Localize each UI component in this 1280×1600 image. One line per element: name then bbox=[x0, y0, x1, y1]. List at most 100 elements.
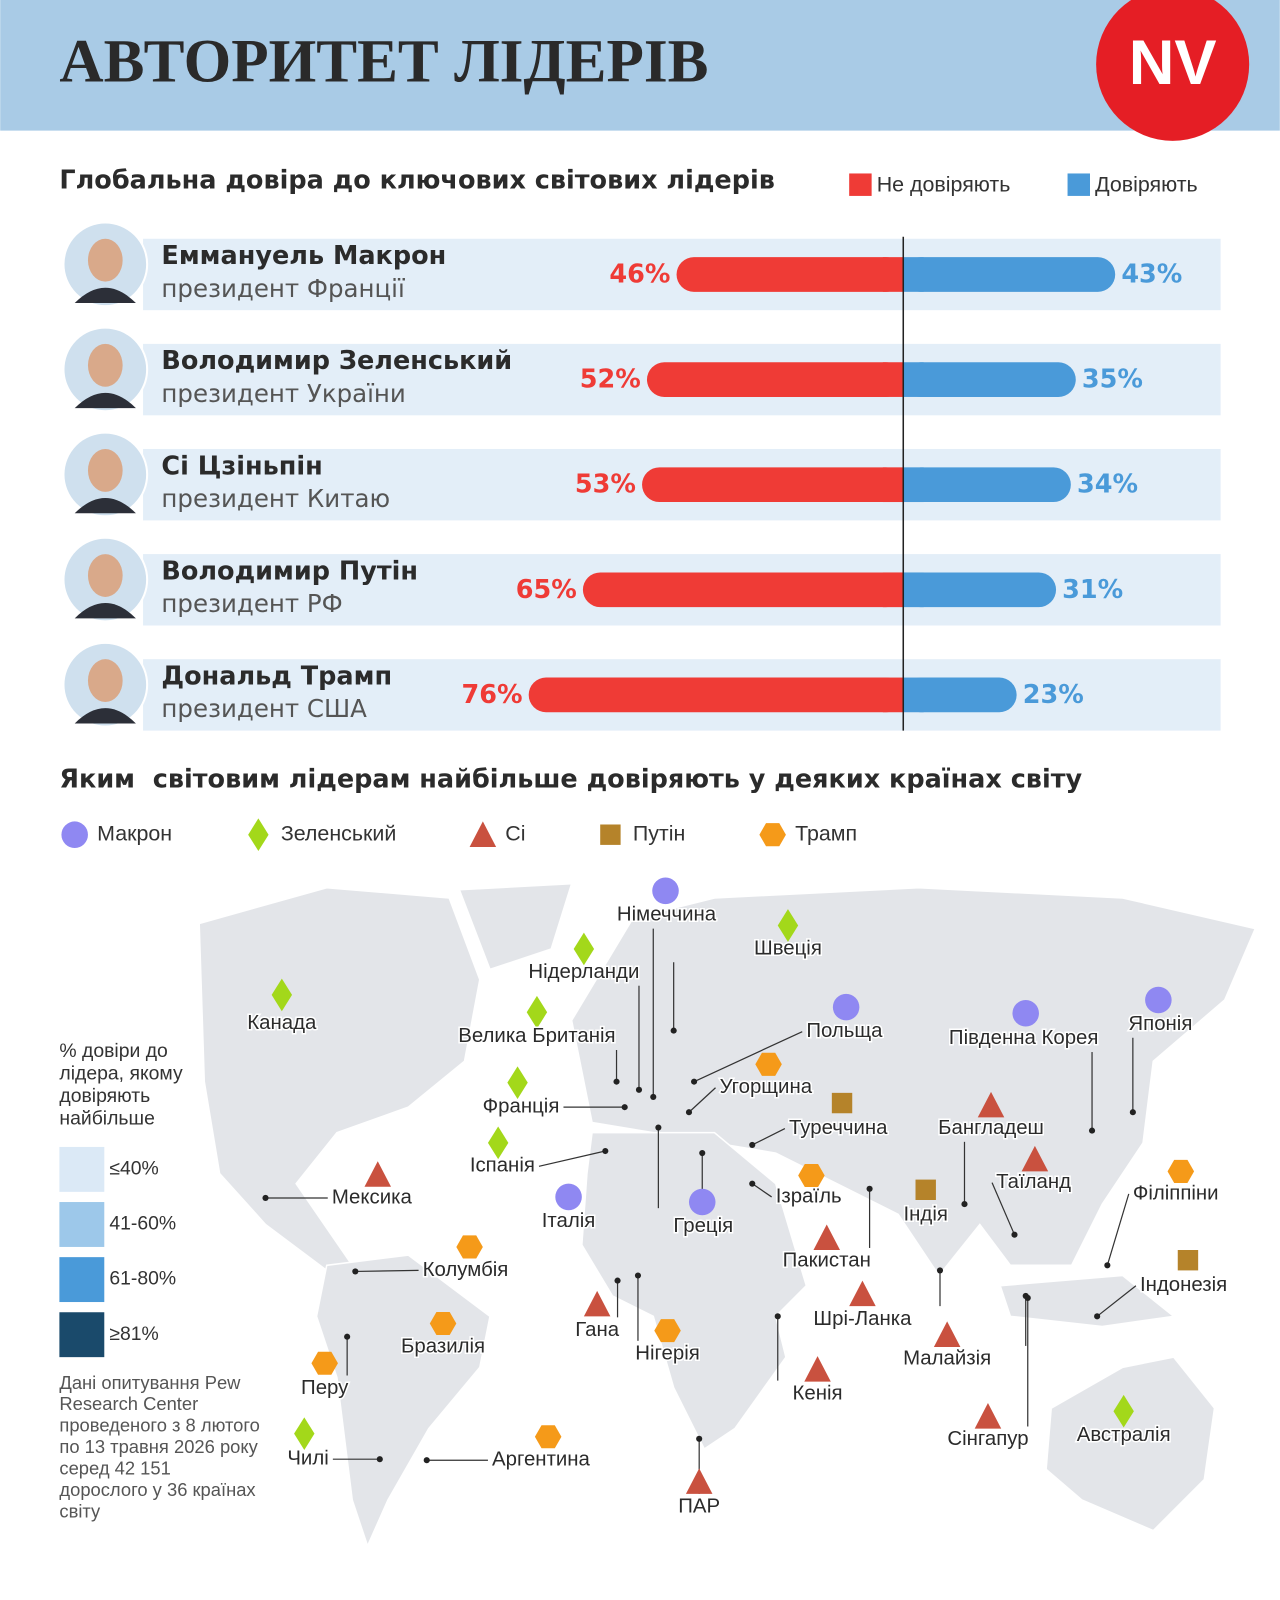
legend-marker bbox=[469, 821, 497, 847]
country-marker bbox=[271, 978, 293, 1012]
bar bbox=[642, 467, 904, 503]
leader-line bbox=[1096, 1285, 1137, 1317]
land-north-america bbox=[198, 886, 481, 1272]
value-label: 34% bbox=[1077, 470, 1138, 500]
country-dot bbox=[936, 1267, 944, 1274]
country-marker bbox=[429, 1311, 457, 1335]
country-marker bbox=[555, 1183, 582, 1211]
country-label: Шрі-Ланка bbox=[813, 1308, 912, 1330]
leader-name: Володимир Зеленський bbox=[161, 346, 512, 376]
logo-circle bbox=[1096, 0, 1250, 141]
leader-line bbox=[355, 1269, 419, 1273]
value-label: 23% bbox=[1023, 680, 1084, 710]
country-marker bbox=[915, 1179, 936, 1200]
bar bbox=[903, 257, 1116, 292]
logo-text: NV bbox=[1129, 28, 1217, 98]
country-marker bbox=[526, 995, 548, 1029]
legend-label: Путін bbox=[633, 821, 685, 845]
country-label: Нідерланди bbox=[528, 961, 639, 983]
country-marker bbox=[688, 1188, 716, 1216]
country-label: Бразилія bbox=[401, 1335, 485, 1357]
leader-role: президент США bbox=[161, 694, 367, 723]
scale-swatch bbox=[59, 1146, 105, 1192]
avatar-face bbox=[87, 554, 123, 597]
scale-swatch bbox=[59, 1202, 105, 1247]
country-label: Перу bbox=[301, 1377, 349, 1399]
legend-label: Довіряють bbox=[1095, 172, 1198, 196]
country-dot bbox=[344, 1333, 351, 1340]
country-label: Філіппіни bbox=[1133, 1182, 1219, 1204]
country-marker bbox=[294, 1417, 315, 1450]
country-marker bbox=[1167, 1159, 1195, 1183]
leader-role: президент РФ bbox=[161, 589, 342, 618]
leader-name: Дональд Трамп bbox=[161, 662, 392, 692]
country-dot bbox=[634, 1272, 642, 1279]
country-label: Австралія bbox=[1077, 1424, 1171, 1446]
map-title: Яким світовим лідерам найбільше довіряют… bbox=[59, 765, 1082, 795]
value-label: 46% bbox=[609, 260, 670, 290]
avatar-face bbox=[87, 448, 123, 492]
avatar-body bbox=[74, 708, 136, 724]
legend-label: Сі bbox=[505, 821, 525, 845]
country-marker bbox=[813, 1224, 840, 1250]
country-marker bbox=[974, 1403, 1002, 1429]
land-southeast-asia bbox=[999, 1274, 1176, 1328]
avatar-body bbox=[74, 287, 136, 304]
country-label: Індонезія bbox=[1140, 1274, 1227, 1296]
country-dot bbox=[774, 1313, 781, 1320]
land-eurasia bbox=[570, 886, 1257, 1277]
scale-swatch bbox=[59, 1312, 105, 1358]
legend-label: Макрон bbox=[97, 821, 172, 845]
country-label: Угорщина bbox=[720, 1076, 813, 1098]
country-marker bbox=[804, 1356, 831, 1382]
country-dot bbox=[1088, 1127, 1096, 1134]
country-dot bbox=[1104, 1262, 1111, 1269]
country-label: Чилі bbox=[287, 1448, 328, 1470]
country-marker bbox=[933, 1321, 961, 1347]
country-dot bbox=[685, 1109, 693, 1116]
value-label: 76% bbox=[462, 680, 523, 710]
country-dot bbox=[749, 1180, 756, 1187]
country-dot bbox=[650, 1093, 657, 1100]
country-label: Кенія bbox=[793, 1382, 843, 1404]
land-australia bbox=[1045, 1356, 1216, 1532]
leader-name: Сі Цзіньпін bbox=[161, 451, 322, 481]
country-marker bbox=[311, 1351, 338, 1375]
avatar-face bbox=[87, 659, 123, 703]
bar bbox=[903, 467, 1071, 503]
country-dot bbox=[1129, 1109, 1136, 1116]
country-label: Аргентина bbox=[492, 1449, 591, 1471]
country-label: Мексика bbox=[332, 1186, 413, 1208]
legend-marker bbox=[248, 818, 269, 852]
leader-role: президент України bbox=[161, 379, 405, 408]
country-dot bbox=[1024, 1294, 1031, 1302]
country-dot bbox=[635, 1086, 643, 1093]
bar bbox=[582, 572, 904, 608]
country-dot bbox=[691, 1078, 698, 1085]
land-greenland bbox=[458, 882, 573, 971]
leader-name: Володимир Путін bbox=[161, 556, 418, 586]
bar-cap bbox=[903, 362, 924, 397]
bar bbox=[528, 677, 904, 713]
bar-cap bbox=[882, 257, 904, 292]
bar bbox=[676, 257, 904, 292]
country-marker bbox=[685, 1468, 713, 1494]
country-marker bbox=[583, 1290, 611, 1317]
country-label: Нігерія bbox=[635, 1342, 700, 1364]
value-label: 35% bbox=[1082, 365, 1143, 395]
land-africa bbox=[581, 1131, 808, 1451]
country-dot bbox=[655, 1124, 662, 1131]
country-dot bbox=[602, 1147, 609, 1155]
country-marker bbox=[755, 1052, 782, 1076]
country-label: Гана bbox=[575, 1319, 619, 1341]
country-label: Колумбія bbox=[423, 1259, 509, 1281]
scale-title: % довіри до лідера, якому довіряють найб… bbox=[59, 1040, 183, 1130]
legend-marker bbox=[759, 823, 786, 847]
country-label: Індія bbox=[904, 1204, 948, 1226]
country-marker bbox=[1113, 1394, 1134, 1428]
scale-swatch bbox=[59, 1257, 105, 1303]
country-marker bbox=[654, 1319, 681, 1343]
country-marker bbox=[798, 1163, 825, 1188]
leader-line bbox=[991, 1182, 1016, 1235]
